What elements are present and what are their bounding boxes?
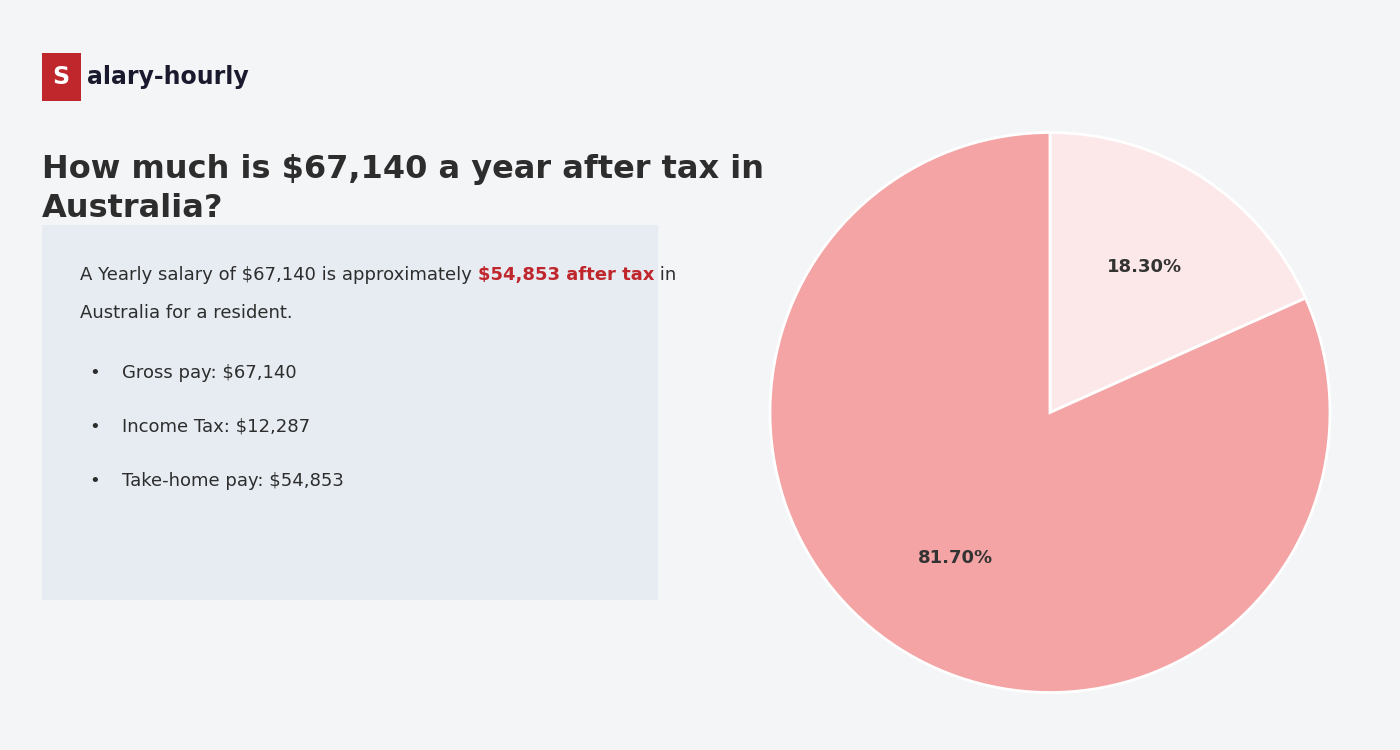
Text: in: in xyxy=(655,266,676,284)
Text: Gross pay: $67,140: Gross pay: $67,140 xyxy=(123,364,297,382)
Text: A Yearly salary of $67,140 is approximately: A Yearly salary of $67,140 is approximat… xyxy=(81,266,479,284)
Text: 81.70%: 81.70% xyxy=(918,549,993,567)
Wedge shape xyxy=(1050,133,1306,413)
FancyBboxPatch shape xyxy=(42,53,81,101)
Text: •: • xyxy=(90,418,99,436)
Text: Australia for a resident.: Australia for a resident. xyxy=(81,304,293,322)
Text: 18.30%: 18.30% xyxy=(1107,258,1182,276)
Wedge shape xyxy=(770,133,1330,692)
Text: •: • xyxy=(90,472,99,490)
Text: $54,853 after tax: $54,853 after tax xyxy=(479,266,655,284)
Text: Income Tax: $12,287: Income Tax: $12,287 xyxy=(123,418,311,436)
FancyBboxPatch shape xyxy=(42,225,658,600)
Text: •: • xyxy=(90,364,99,382)
Text: S: S xyxy=(53,65,70,89)
Text: Take-home pay: $54,853: Take-home pay: $54,853 xyxy=(123,472,344,490)
Text: How much is $67,140 a year after tax in
Australia?: How much is $67,140 a year after tax in … xyxy=(42,154,764,224)
Text: alary-hourly: alary-hourly xyxy=(87,65,249,89)
